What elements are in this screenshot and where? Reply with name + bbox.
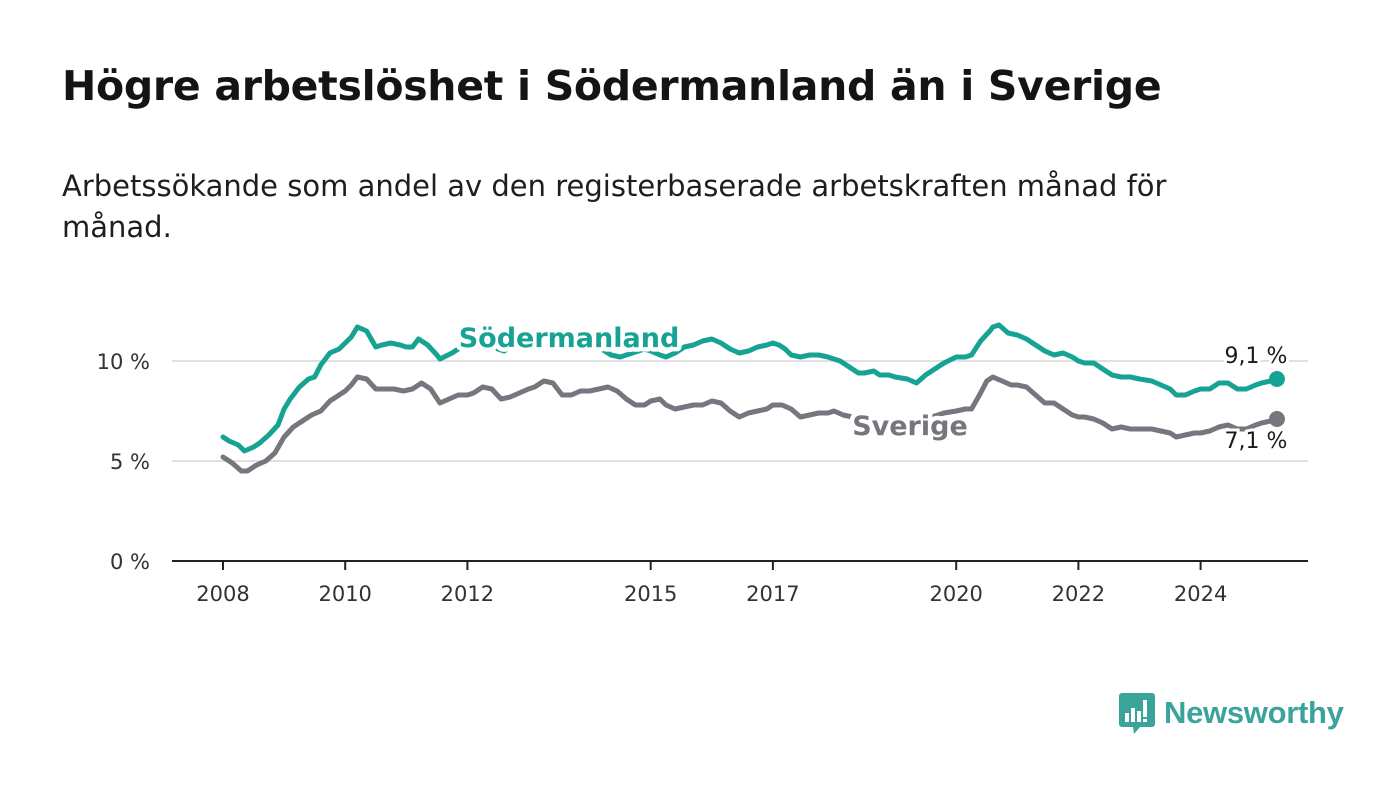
y-tick-label: 0 % (110, 550, 150, 574)
series-name-label: Sverige (852, 411, 968, 442)
x-tick-label: 2012 (441, 582, 494, 606)
x-tick-label: 2008 (196, 582, 249, 606)
series-lines (220, 322, 1285, 474)
series-line-sverige (220, 374, 1280, 474)
grid-lines (172, 360, 1308, 562)
series-end-point (1268, 411, 1285, 427)
x-tick-label: 2010 (318, 582, 371, 606)
series-line-södermanland (220, 322, 1280, 454)
x-tick-label: 2015 (624, 582, 677, 606)
series-end-point (1268, 371, 1285, 387)
x-tick-label: 2022 (1052, 582, 1105, 606)
y-axis: 0 % 5 % 10 % (97, 350, 150, 574)
x-tick-label: 2020 (929, 582, 982, 606)
x-tick-label: 2024 (1174, 582, 1227, 606)
y-tick-label: 5 % (110, 450, 150, 474)
brand-logo[interactable]: Newsworthy (1118, 690, 1344, 736)
y-tick-label: 10 % (97, 350, 150, 374)
series-name-label: Södermanland (459, 323, 680, 354)
newsworthy-logo-icon (1119, 693, 1155, 734)
chart-subtitle: Arbetssökande som andel av den registerb… (62, 169, 1167, 244)
series-labels: Södermanland Sverige 9,1 % 7,1 % (454, 319, 1290, 458)
brand-name: Newsworthy (1164, 695, 1344, 730)
x-tick-label: 2017 (746, 582, 799, 606)
series-end-value-label: 9,1 % (1225, 344, 1288, 369)
chart-title: Högre arbetslöshet i Södermanland än i S… (62, 62, 1162, 110)
series-end-value-label: 7,1 % (1225, 429, 1288, 454)
x-axis: 2008 2010 2012 2015 2017 2020 2022 2024 (196, 561, 1227, 606)
